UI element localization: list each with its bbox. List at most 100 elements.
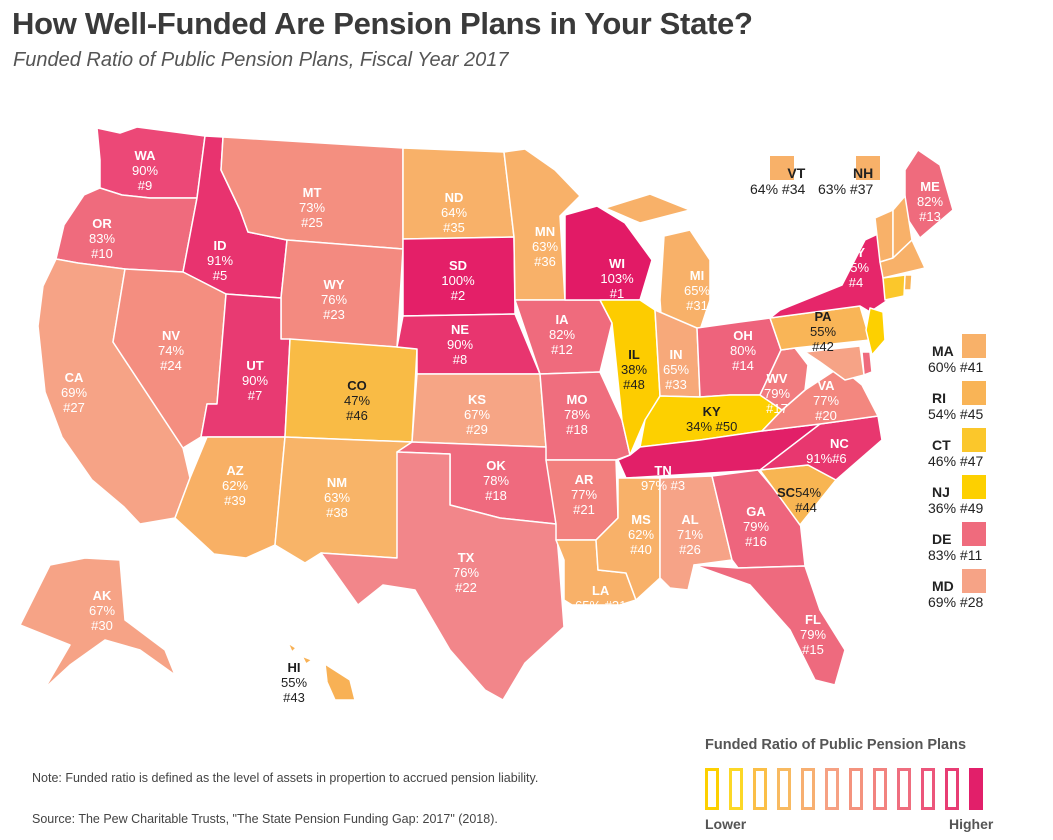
state-abbr: ME	[920, 179, 940, 194]
state-abbr: MN	[534, 224, 556, 239]
state-rank: #5	[212, 268, 228, 283]
state-rank: #27	[63, 400, 85, 415]
state-abbr: NM	[326, 475, 348, 490]
state-pct: 64%	[440, 205, 468, 220]
state-abbr: MO	[566, 392, 588, 407]
state-abbr: LA	[591, 583, 610, 598]
side-label-nh: NH 63% #37	[818, 165, 873, 197]
state-label-ok: OK 78% #18	[483, 458, 509, 503]
state-pct: 79%	[742, 519, 770, 534]
state-value: 97% #3	[641, 478, 686, 493]
state-label-ut: UT 90% #7	[242, 358, 268, 403]
state-abbr: SC	[777, 485, 796, 500]
legend-high-label: Higher	[949, 816, 994, 832]
state-label-nm: NM 63% #38	[324, 475, 350, 520]
state-rank: #42	[812, 339, 834, 354]
state-label-ms: MS 62% #40	[628, 512, 654, 557]
state-abbr: NC	[830, 436, 849, 451]
state-abbr: TX	[457, 550, 475, 565]
state-rank: #43	[283, 690, 305, 705]
state-rank: #22	[455, 580, 477, 595]
state-label-mt: MT 73% #25	[299, 185, 325, 230]
state-value: 64% #34	[750, 181, 806, 197]
state-label-az: AZ 62% #39	[222, 463, 248, 508]
state-value: 46% #47	[928, 453, 984, 469]
state-label-ar: AR 77% #21	[571, 472, 597, 517]
state-abbr: HI	[287, 660, 301, 675]
state-abbr: WY	[323, 277, 345, 292]
state-tx	[320, 451, 565, 701]
state-pct: 80%	[729, 343, 757, 358]
state-nj	[865, 307, 886, 356]
state-rank: #4	[848, 275, 864, 290]
state-label-nc: NC 91%#6	[804, 436, 849, 466]
legend-swatch	[753, 768, 767, 810]
state-pct: 55%	[280, 675, 308, 690]
state-hi	[287, 642, 356, 701]
state-rank: #17	[766, 401, 788, 416]
state-ak	[19, 557, 176, 689]
state-rank: #20	[815, 408, 837, 423]
state-rank: #16	[745, 534, 767, 549]
legend-swatch	[849, 768, 863, 810]
side-label-ri: RI 54% #45	[928, 390, 983, 422]
state-pct: 77%	[570, 487, 598, 502]
state-value: 83% #11	[928, 547, 983, 563]
map-subtitle: Funded Ratio of Public Pension Plans, Fi…	[13, 49, 509, 71]
state-rank: #48	[623, 377, 645, 392]
legend-low-label: Lower	[705, 816, 747, 832]
state-pct: 95%	[842, 260, 870, 275]
state-label-nv: NV 74% #24	[158, 328, 184, 373]
state-abbr: NH	[853, 165, 874, 181]
state-rank: #1	[609, 286, 625, 301]
state-abbr: MI	[689, 268, 705, 283]
state-abbr: WV	[766, 371, 788, 386]
state-label-va: VA 77% #20	[813, 378, 839, 423]
state-rank: #33	[665, 377, 687, 392]
state-mi	[604, 193, 711, 331]
state-pct: 47%	[343, 393, 371, 408]
state-rank: #18	[566, 422, 588, 437]
state-rank: #39	[224, 493, 246, 508]
state-label-in: IN 65% #33	[663, 347, 689, 392]
state-pct: 103%	[600, 271, 634, 286]
state-abbr: AZ	[226, 463, 244, 478]
legend-swatch	[921, 768, 935, 810]
state-abbr: OR	[92, 216, 112, 231]
state-pct: 67%	[463, 407, 491, 422]
swatch-ri	[962, 381, 986, 405]
side-label-md: MD 69% #28	[928, 578, 983, 610]
state-ct	[882, 274, 906, 301]
state-pct: 79%	[763, 386, 791, 401]
state-label-nd: ND 64% #35	[441, 190, 467, 235]
state-label-wa: WA 90% #9	[132, 148, 158, 193]
legend-swatch	[897, 768, 911, 810]
state-pct: 69%	[60, 385, 88, 400]
state-rank: #9	[137, 178, 153, 193]
state-label-fl: FL 79% #15	[800, 612, 826, 657]
state-abbr: NE	[450, 322, 470, 337]
state-rank: #35	[443, 220, 465, 235]
state-abbr: WI	[609, 256, 625, 271]
state-pct: 91%	[206, 253, 234, 268]
state-abbr: MA	[932, 343, 954, 359]
swatch-nj	[962, 475, 986, 499]
map-title: How Well-Funded Are Pension Plans in You…	[12, 6, 753, 41]
state-abbr: VT	[787, 165, 806, 181]
state-pct: 78%	[482, 473, 510, 488]
state-ma	[879, 239, 926, 279]
state-rank: #24	[160, 358, 182, 373]
state-label-ks: KS 67% #29	[464, 392, 490, 437]
state-pct: 62%	[627, 527, 655, 542]
state-abbr: AK	[92, 588, 112, 603]
state-abbr: NJ	[932, 484, 950, 500]
state-label-me: ME 82% #13	[917, 179, 943, 224]
state-rank: #10	[91, 246, 113, 261]
state-abbr: OH	[733, 328, 753, 343]
state-label-wv: WV 79% #17	[764, 371, 790, 416]
source-note: Source: The Pew Charitable Trusts, "The …	[32, 812, 498, 826]
swatch-ct	[962, 428, 986, 452]
state-pct: 82%	[916, 194, 944, 209]
state-label-oh: OH 80% #14	[730, 328, 756, 373]
state-abbr: ND	[444, 190, 464, 205]
